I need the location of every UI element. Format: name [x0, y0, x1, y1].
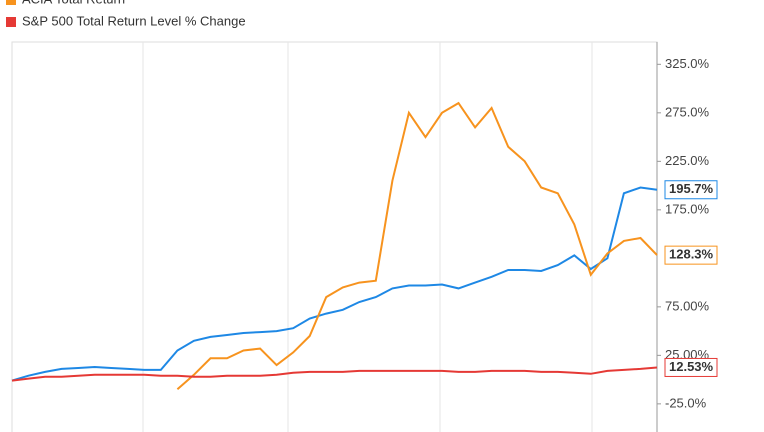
- y-tick-label: -25.0%: [665, 395, 707, 410]
- y-tick-label: 275.0%: [665, 104, 710, 119]
- end-label-box: [664, 180, 718, 200]
- end-label-box: [664, 245, 718, 265]
- legend-label: ACIA Total Return: [22, 0, 125, 6]
- y-tick-label: 175.0%: [665, 201, 710, 216]
- legend-swatch: [6, 0, 16, 5]
- series-line: [11, 366, 658, 382]
- legend-label: S&P 500 Total Return Level % Change: [22, 13, 246, 28]
- end-label-box: [664, 357, 718, 377]
- y-tick-label: 325.0%: [665, 56, 710, 71]
- end-label: 195.7%: [669, 181, 714, 196]
- series-line: [11, 186, 658, 382]
- legend-swatch: [6, 17, 16, 27]
- end-label: 128.3%: [669, 247, 714, 262]
- y-tick-label: 225.0%: [665, 153, 710, 168]
- series-line: [176, 101, 658, 391]
- end-label: 12.53%: [669, 359, 714, 374]
- y-tick-label: 75.00%: [665, 298, 710, 313]
- plot-frame: [11, 41, 658, 432]
